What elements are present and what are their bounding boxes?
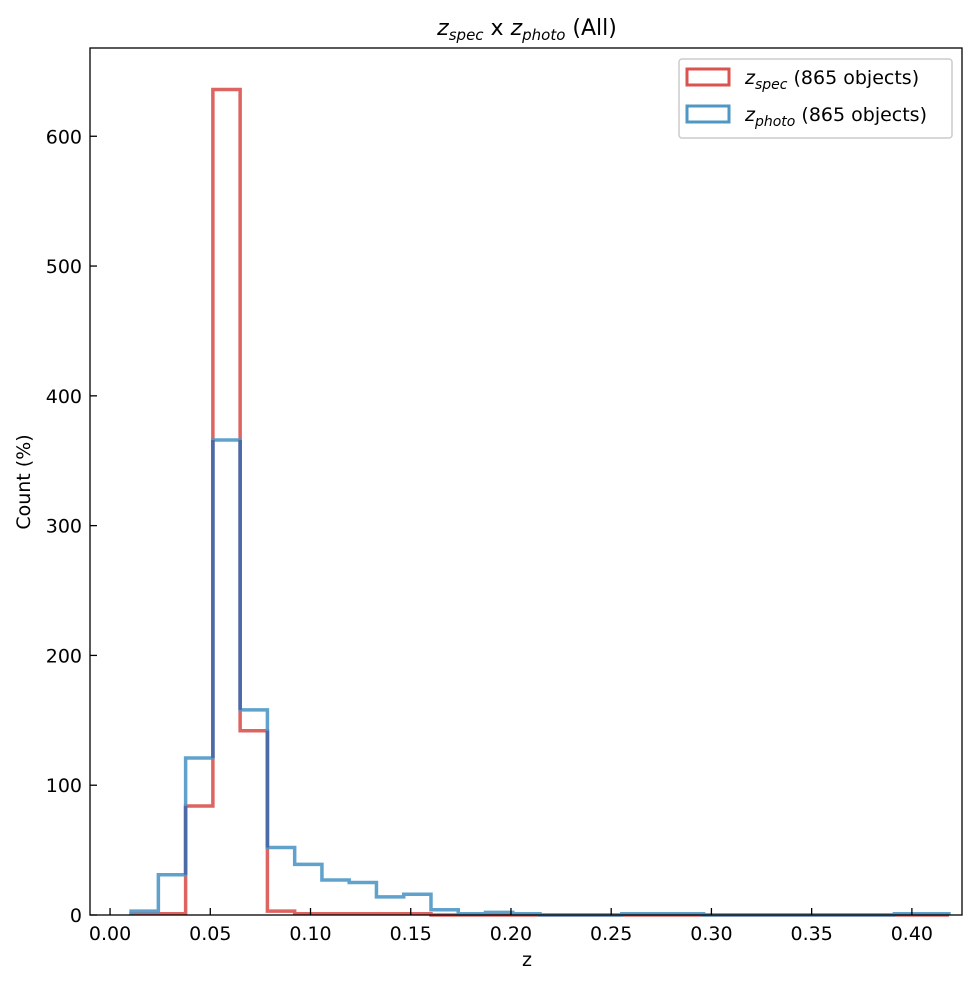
plot-area <box>129 87 951 917</box>
x-tick-label: 0.40 <box>891 923 933 945</box>
x-tick-label: 0.10 <box>289 923 331 945</box>
x-axis-ticks: 0.00 0.05 0.10 0.15 0.20 0.25 0.30 0.35 0.40 <box>89 908 933 945</box>
y-tick-label: 0 <box>70 905 82 927</box>
legend-label-spec: zspec (865 objects) <box>744 67 919 93</box>
legend-swatch-photo <box>685 104 731 124</box>
x-axis-label: z <box>522 949 532 971</box>
x-tick-label: 0.05 <box>189 923 231 945</box>
histogram-series-spec <box>129 87 949 917</box>
y-tick-label: 100 <box>46 775 82 797</box>
y-tick-label: 500 <box>46 256 82 278</box>
y-tick-label: 200 <box>46 645 82 667</box>
y-tick-label: 600 <box>46 126 82 148</box>
x-tick-label: 0.20 <box>490 923 532 945</box>
x-tick-label: 0.25 <box>590 923 632 945</box>
y-tick-label: 300 <box>46 516 82 538</box>
legend-frame <box>678 58 953 139</box>
y-axis-ticks: 0 100 200 300 400 500 600 <box>46 126 97 927</box>
legend-label-photo: zphoto (865 objects) <box>744 104 927 130</box>
chart-title: zspec x zphoto (All) <box>436 16 617 44</box>
histogram-series-photo <box>129 438 951 917</box>
x-tick-label: 0.35 <box>790 923 832 945</box>
y-axis-label: Count (%) <box>13 434 35 529</box>
legend: zspec (865 objects) zphoto (865 objects) <box>678 58 953 139</box>
y-tick-label: 400 <box>46 386 82 408</box>
x-tick-label: 0.15 <box>390 923 432 945</box>
x-tick-label: 0.00 <box>89 923 131 945</box>
plot-frame <box>89 47 963 916</box>
x-tick-label: 0.30 <box>690 923 732 945</box>
legend-swatch-spec <box>685 67 731 87</box>
